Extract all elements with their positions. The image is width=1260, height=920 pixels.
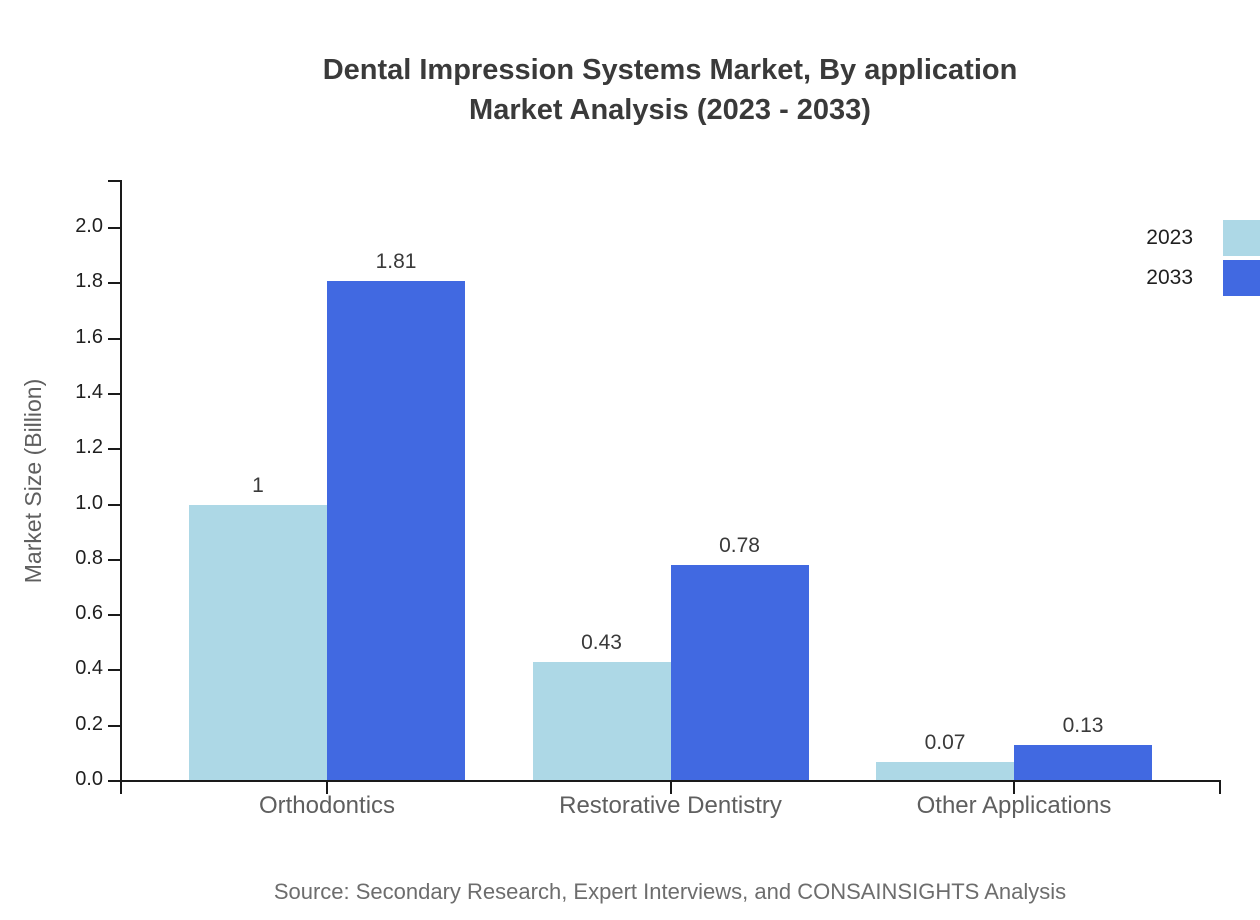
- bar-value-label: 1.81: [375, 249, 417, 273]
- bar-2033-other-applications: [1014, 745, 1152, 781]
- y-tick: [108, 669, 121, 672]
- y-tick-label: 2.0: [75, 215, 103, 237]
- y-tick-label: 0.2: [75, 712, 103, 735]
- y-tick: [108, 282, 121, 285]
- y-tick: [108, 448, 121, 451]
- bar-2023-restorative-dentistry: [532, 662, 671, 781]
- legend-label-2023: 2023: [1146, 226, 1193, 249]
- bar-value-label: 0.78: [719, 534, 760, 558]
- y-tick-label: 1.8: [75, 270, 103, 293]
- bar-2023-other-applications: [876, 761, 1014, 781]
- legend-swatch-2033: [1223, 260, 1260, 296]
- y-tick-label: 0.6: [75, 602, 103, 625]
- chart-title-line2: Market Analysis (2023 - 2033): [469, 94, 871, 126]
- legend-label-2033: 2033: [1146, 266, 1193, 289]
- bar-value-label: 0.07: [924, 730, 966, 754]
- x-tick: [326, 781, 328, 794]
- y-tick: [108, 558, 121, 561]
- x-axis-line: [108, 780, 1221, 782]
- bar-value-label: 1: [252, 473, 264, 497]
- y-tick-label: 0.8: [75, 546, 103, 569]
- bar-value-label: 0.43: [581, 631, 622, 655]
- bar-2023-orthodontics: [189, 504, 327, 781]
- legend-swatch-2023: [1223, 220, 1260, 256]
- y-tick-label: 1.4: [75, 380, 103, 403]
- y-tick-label: 0.4: [75, 657, 103, 680]
- bar-2033-orthodontics: [327, 280, 465, 781]
- category-label: Restorative Dentistry: [559, 792, 782, 819]
- y-axis-top-cap-tick: [108, 180, 121, 182]
- y-tick: [108, 337, 121, 340]
- y-tick-label: 1.0: [75, 491, 103, 514]
- bar-value-label: 0.13: [1062, 714, 1104, 738]
- bar-2033-restorative-dentistry: [670, 565, 809, 781]
- category-label: Other Applications: [916, 792, 1112, 819]
- x-tick: [669, 781, 672, 794]
- y-tick-label: 1.6: [75, 325, 103, 348]
- chart-title: Dental Impression Systems Market, By app…: [70, 50, 1260, 130]
- y-tick: [108, 724, 121, 727]
- y-tick: [108, 614, 121, 617]
- y-tick: [108, 392, 121, 395]
- x-tick: [1013, 781, 1015, 794]
- y-tick: [108, 503, 121, 506]
- source-note: Source: Secondary Research, Expert Inter…: [273, 879, 1067, 904]
- category-label: Orthodontics: [258, 792, 396, 819]
- chart-title-line1: Dental Impression Systems Market, By app…: [322, 54, 1018, 86]
- y-tick-label: 1.2: [75, 436, 103, 459]
- x-axis-end-tick: [1219, 780, 1221, 794]
- y-tick-label: 0.0: [75, 768, 103, 790]
- y-tick: [108, 227, 121, 229]
- y-axis-spine: [120, 180, 122, 794]
